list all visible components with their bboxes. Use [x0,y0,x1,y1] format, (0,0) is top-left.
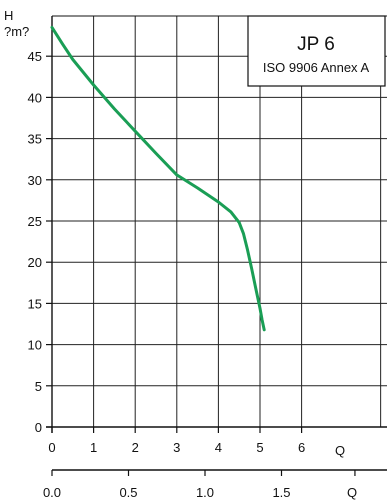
y-tick-label: 35 [28,132,42,147]
y-axis-label-h: H [4,8,13,23]
grid [52,16,387,427]
title-box-frame [247,15,386,87]
x2-tick-label: 1.0 [196,485,214,500]
pump-curve-line [50,25,266,332]
y-tick-label: 0 [35,420,42,435]
y-tick-label: 45 [28,49,42,64]
y-tick-label: 15 [28,296,42,311]
title-box: JP 6 ISO 9906 Annex A [247,15,386,87]
chart-subtitle: ISO 9906 Annex A [263,60,370,75]
x-tick-label: 5 [256,440,263,455]
x-tick-label: 1 [90,440,97,455]
x-tick-label: 3 [173,440,180,455]
x2-axis-label: Q [347,485,357,500]
y-tick-label: 20 [28,255,42,270]
x-axis-label: Q [335,443,345,458]
y-axis-label-unit: ?m? [4,24,29,39]
x2-tick-label: 0.0 [43,485,61,500]
x2-tick-label: 0.5 [119,485,137,500]
y-tick-labels: 0 5 10 15 20 25 30 35 40 45 [28,49,42,435]
y-tick-label: 10 [28,338,42,353]
secondary-x-axis: 0.0 0.5 1.0 1.5 [43,469,387,500]
y-tick-label: 25 [28,214,42,229]
x-tick-label: 0 [48,440,55,455]
x-tick-labels: 0 1 2 3 4 5 6 [48,440,305,455]
y-tick-label: 30 [28,173,42,188]
y-tick-label: 40 [28,90,42,105]
y-tick-label: 5 [35,379,42,394]
x2-tick-label: 1.5 [272,485,290,500]
x-tick-label: 2 [132,440,139,455]
chart-title: JP 6 [297,34,335,55]
x-tick-label: 6 [298,440,305,455]
x-tick-label: 4 [215,440,222,455]
